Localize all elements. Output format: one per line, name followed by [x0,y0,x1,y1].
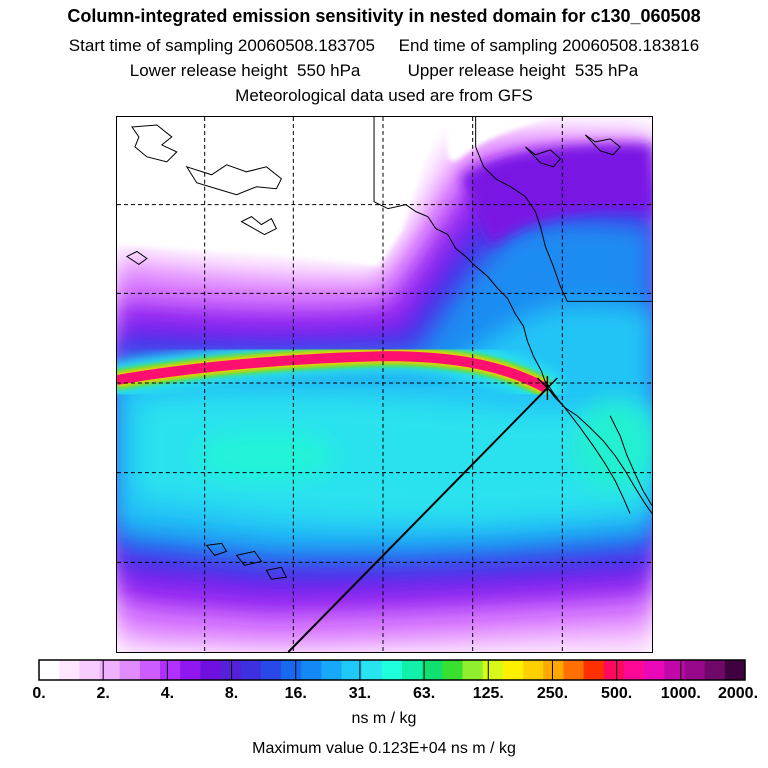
coastlines [125,117,652,580]
blank-region-north [117,117,451,267]
colorbar-segment [381,660,403,680]
release-point-marker [536,376,558,400]
colorbar-segment [160,660,181,680]
sampling-time-line: Start time of sampling 20060508.183705 E… [68,36,700,55]
sensitivity-map [116,116,653,653]
colorbar-segment [623,660,645,680]
colorbar-label: 2000. [717,685,759,702]
colorbar-unit: ns m / kg [351,710,417,727]
colorbar-segment [704,660,726,680]
colorbar-segment [341,660,363,680]
colorbar-label: 2. [96,685,110,702]
flight-track [287,387,549,652]
colorbar-segment [563,660,585,680]
colorbar-segment [180,660,201,680]
colorbar-segment [664,660,685,680]
release-height-line: Lower release height 550 hPa Upper relea… [129,61,639,80]
colorbar-label: 1000. [660,685,701,702]
colorbar-label: 0. [32,685,46,702]
colorbar-segment [442,660,464,680]
colorbar-segment [502,660,524,680]
colorbar-segment [39,660,60,680]
plot-title: Column-integrated emission sensitivity i… [67,6,701,26]
colorbar-label: 8. [224,685,239,702]
sensitivity-field [117,117,652,652]
colorbar-segment [240,660,262,680]
colorbar-segment [361,660,383,680]
colorbar-segment [543,660,564,680]
colorbar [38,659,746,681]
colorbar-label: 31. [348,685,372,702]
colorbar-segment [281,660,302,680]
colorbar-label: 500. [601,685,633,702]
colorbar-segment [724,660,746,680]
colorbar-segment [482,660,504,680]
colorbar-segment [99,660,121,680]
colorbar-border [38,659,746,681]
lat-lon-grid [117,117,652,652]
colorbar-segment [684,660,706,680]
colorbar-segment [59,660,80,680]
colorbar-segment [583,660,605,680]
colorbar-label: 250. [536,685,569,702]
colorbar-label: 16. [284,685,307,702]
colorbar-segment [603,660,625,680]
colorbar-segment [220,660,242,680]
colorbar-segment [200,660,222,680]
colorbar-segment [79,660,101,680]
colorbar-segment [321,660,343,680]
colorbar-segment [644,660,665,680]
colorbar-label: 4. [160,685,175,702]
colorbar-label: 63. [412,685,436,702]
colorbar-segment [462,660,484,680]
colorbar-segment [523,660,544,680]
colorbar-segment [139,660,161,680]
blank-region-northeast [445,117,556,161]
maximum-value-text: Maximum value 0.123E+04 ns m / kg [252,740,516,757]
colorbar-label: 125. [472,685,504,702]
colorbar-segment [260,660,282,680]
colorbar-segment [422,660,443,680]
colorbar-segment [402,660,423,680]
colorbar-segment [301,660,322,680]
met-data-line: Meteorological data used are from GFS [235,86,533,105]
colorbar-segment [119,660,141,680]
